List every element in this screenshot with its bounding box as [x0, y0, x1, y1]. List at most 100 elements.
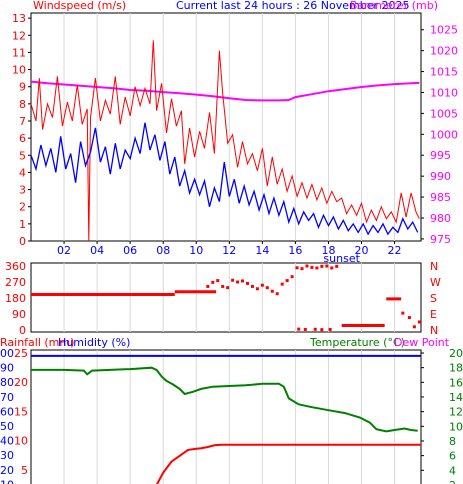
hour-tick-10: 10 [189, 244, 203, 257]
direction-point-12 [265, 286, 269, 290]
rain-tick-25: 25 [14, 347, 28, 360]
wind-barometer-panel: Windspeed (m/s) Current last 24 hours : … [12, 0, 458, 257]
hour-tick-04: 04 [90, 244, 104, 257]
direction-point-19 [300, 267, 304, 271]
temperature-tick-10: 10 [449, 420, 463, 433]
direction-marks [31, 264, 421, 332]
hour-tick-16: 16 [288, 244, 302, 257]
windspeed-tick-3: 3 [19, 184, 26, 197]
rain-grid [63, 350, 396, 484]
humidity-tick-30: 30 [0, 449, 14, 462]
temperature-tick-16: 16 [449, 376, 463, 389]
windspeed-tick-6: 6 [19, 132, 26, 145]
compass-tick-w-3: W [430, 276, 441, 289]
humidity-tick-40: 40 [0, 435, 14, 448]
direction-point-5 [231, 278, 235, 282]
hour-tick-14: 14 [255, 244, 269, 257]
barometer-tick-995: 995 [430, 149, 451, 162]
direction-point-31 [328, 327, 332, 331]
compass-tick-n-4: N [430, 260, 438, 273]
direction-point-28 [303, 327, 307, 331]
wind-average-line [30, 122, 419, 236]
direction-point-18 [295, 266, 299, 270]
compass-tick-s-2: S [430, 292, 437, 305]
direction-tick-360: 360 [5, 260, 26, 273]
temperature-tick-4: 4 [449, 464, 456, 477]
windspeed-tick-12: 12 [12, 29, 26, 42]
humidity-axis-title: Humidity (%) [58, 336, 130, 349]
humidity-tick-70: 70 [0, 391, 14, 404]
rainfall-axis-title: Rainfall (mm) [0, 336, 74, 349]
rain-plot-area [30, 349, 422, 484]
rain-humidity-temperature-panel: Rainfall (mm) Humidity (%) Temperature (… [0, 336, 463, 484]
barometer-tick-1020: 1020 [430, 45, 458, 58]
direction-point-4 [226, 286, 230, 290]
direction-point-13 [270, 289, 274, 293]
sunset-annotation: sunset [323, 252, 360, 265]
direction-point-8 [245, 281, 249, 285]
temperature-tick-12: 12 [449, 406, 463, 419]
windspeed-tick-13: 13 [12, 12, 26, 25]
direction-tick-90: 90 [12, 308, 26, 321]
barometer-line [30, 80, 420, 102]
temperature-axis-title: Temperature (°C) [309, 336, 405, 349]
humidity-tick-60: 60 [0, 405, 14, 418]
windspeed-tick-11: 11 [12, 46, 26, 59]
barometer-tick-1015: 1015 [430, 66, 458, 79]
hour-tick-labels: 02 04 06 08 10 12 14 16 18 20 22 [57, 241, 402, 257]
windspeed-tick-0: 0 [19, 235, 26, 248]
direction-point-23 [320, 264, 324, 268]
wind-grid [63, 13, 396, 241]
direction-point-33 [407, 316, 411, 320]
humidity-tick-10: 10 [0, 478, 14, 484]
direction-point-6 [236, 280, 240, 284]
rainfall-line [156, 443, 421, 484]
temperature-tick-6: 6 [449, 450, 456, 463]
direction-point-21 [310, 265, 314, 269]
direction-point-17 [290, 275, 294, 279]
hour-tick-20: 20 [355, 244, 369, 257]
rain-tick-10: 10 [14, 435, 28, 448]
direction-point-16 [285, 279, 289, 283]
windspeed-tick-1: 1 [19, 218, 26, 231]
direction-grid [63, 263, 396, 332]
windspeed-tick-8: 8 [19, 98, 26, 111]
direction-point-14 [275, 292, 279, 296]
barometer-axis-title: Barometer (mb) [350, 0, 438, 12]
barometer-tick-1005: 1005 [430, 107, 458, 120]
direction-point-10 [255, 287, 259, 291]
barometer-tick-985: 985 [430, 191, 451, 204]
windspeed-tick-5: 5 [19, 149, 26, 162]
humidity-tick-50: 50 [0, 420, 14, 433]
direction-tick-270: 270 [5, 276, 26, 289]
temperature-line [31, 366, 418, 433]
direction-degree-labels: 0 90 180 270 360 [5, 260, 26, 337]
wind-gust-line [30, 40, 420, 242]
rain-tick-15: 15 [14, 405, 28, 418]
windspeed-tick-4: 4 [19, 166, 26, 179]
direction-point-3 [221, 284, 225, 288]
direction-point-9 [250, 284, 254, 288]
direction-point-15 [280, 282, 284, 286]
direction-plot-area [30, 262, 422, 333]
direction-point-26 [335, 264, 339, 268]
windspeed-tick-10: 10 [12, 64, 26, 77]
hour-tick-22: 22 [388, 244, 402, 257]
direction-point-0 [206, 284, 210, 288]
temperature-tick-18: 18 [449, 362, 463, 375]
temperature-tick-2: 2 [449, 479, 456, 484]
direction-tick-180: 180 [5, 292, 26, 305]
direction-point-2 [216, 279, 220, 283]
barometer-tick-980: 980 [430, 212, 451, 225]
barometer-tick-990: 990 [430, 170, 451, 183]
direction-point-7 [241, 279, 245, 283]
direction-point-34 [412, 325, 416, 329]
direction-point-29 [313, 327, 317, 331]
barometer-tick-1000: 1000 [430, 128, 458, 141]
dewpoint-axis-title: Dew Point [394, 336, 450, 349]
humidity-tick-90: 90 [0, 362, 14, 375]
